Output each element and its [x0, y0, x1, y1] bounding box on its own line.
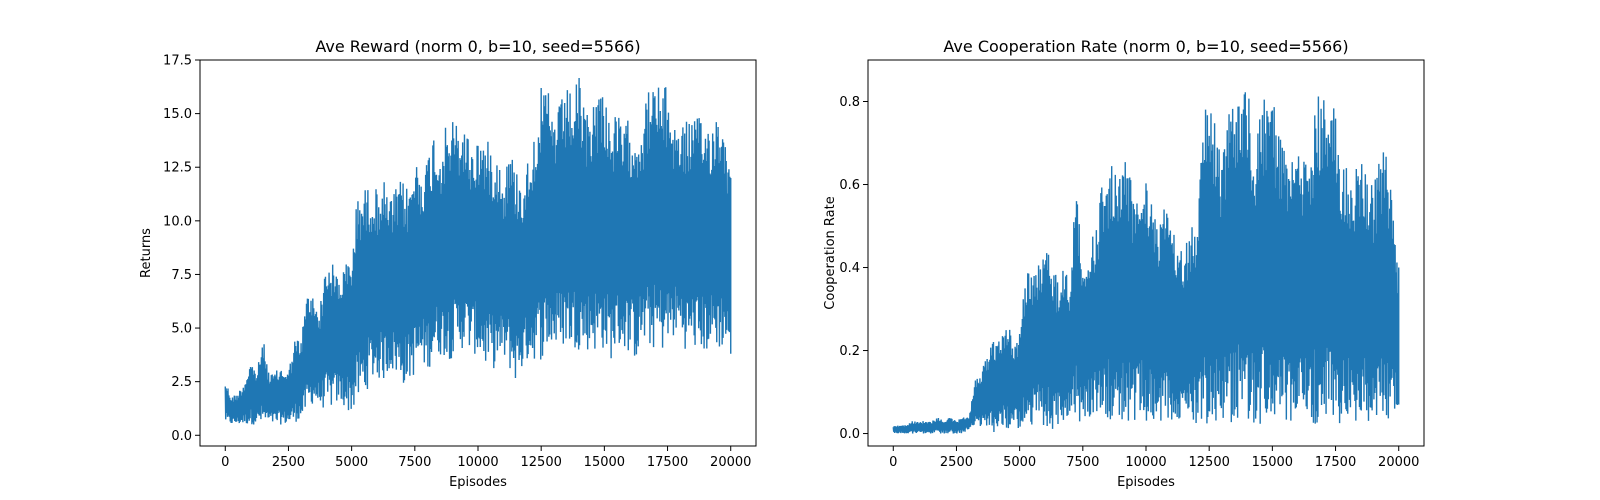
reward-x-tick-label: 7500 — [398, 455, 431, 470]
reward-chart: Ave Reward (norm 0, b=10, seed=5566) 0 25… — [139, 37, 757, 490]
cooperation-plot-frame — [867, 59, 1425, 447]
cooperation-x-axis-label: Episodes — [1117, 475, 1175, 490]
reward-y-tick-label: 12.5 — [163, 161, 192, 176]
reward-x-tick-label: 17500 — [647, 455, 688, 470]
cooperation-y-ticks: 0.0 0.2 0.4 0.6 0.8 — [839, 95, 868, 442]
cooperation-y-axis-label: Cooperation Rate — [823, 196, 838, 309]
reward-series-layer — [224, 77, 732, 425]
reward-series-line — [224, 77, 732, 425]
reward-y-tick-label: 7.5 — [171, 268, 192, 283]
reward-y-tick-label: 2.5 — [171, 375, 192, 390]
cooperation-y-tick-label: 0.2 — [839, 344, 860, 359]
reward-x-tick-label: 15000 — [584, 455, 625, 470]
cooperation-x-tick-label: 0 — [889, 455, 897, 470]
cooperation-x-tick-label: 17500 — [1315, 455, 1356, 470]
cooperation-x-tick-label: 5000 — [1003, 455, 1036, 470]
reward-x-tick-label: 20000 — [710, 455, 751, 470]
reward-x-tick-label: 0 — [221, 455, 229, 470]
reward-y-tick-label: 0.0 — [171, 429, 192, 444]
reward-x-tick-label: 12500 — [521, 455, 562, 470]
reward-y-axis-label: Returns — [139, 228, 154, 278]
reward-y-tick-label: 15.0 — [163, 107, 192, 122]
cooperation-y-tick-label: 0.8 — [839, 95, 860, 110]
cooperation-series-layer — [892, 92, 1400, 434]
cooperation-y-tick-label: 0.4 — [839, 261, 860, 276]
cooperation-series-line — [892, 92, 1400, 434]
reward-y-ticks: 0.0 2.5 5.0 7.5 10.0 12.5 15.0 17.5 — [163, 54, 200, 444]
cooperation-x-tick-label: 12500 — [1189, 455, 1230, 470]
reward-y-tick-label: 17.5 — [163, 54, 192, 69]
cooperation-chart: Ave Cooperation Rate (norm 0, b=10, seed… — [823, 37, 1425, 490]
cooperation-x-tick-label: 20000 — [1378, 455, 1419, 470]
reward-plot-frame — [199, 59, 757, 447]
cooperation-y-tick-label: 0.6 — [839, 178, 860, 193]
reward-x-tick-label: 5000 — [335, 455, 368, 470]
reward-x-tick-label: 10000 — [457, 455, 498, 470]
reward-y-tick-label: 5.0 — [171, 322, 192, 337]
cooperation-x-tick-label: 10000 — [1125, 455, 1166, 470]
reward-x-ticks: 0 2500 5000 7500 10000 12500 15000 17500 20000 — [221, 446, 751, 470]
cooperation-chart-title: Ave Cooperation Rate (norm 0, b=10, seed… — [943, 37, 1348, 56]
reward-x-axis-label: Episodes — [449, 475, 507, 490]
cooperation-x-tick-label: 7500 — [1066, 455, 1099, 470]
reward-y-tick-label: 10.0 — [163, 214, 192, 229]
cooperation-y-tick-label: 0.0 — [839, 427, 860, 442]
cooperation-x-tick-label: 2500 — [940, 455, 973, 470]
reward-x-tick-label: 2500 — [272, 455, 305, 470]
reward-chart-title: Ave Reward (norm 0, b=10, seed=5566) — [315, 37, 640, 56]
cooperation-x-ticks: 0 2500 5000 7500 10000 12500 15000 17500 20000 — [889, 446, 1419, 470]
cooperation-x-tick-label: 15000 — [1252, 455, 1293, 470]
